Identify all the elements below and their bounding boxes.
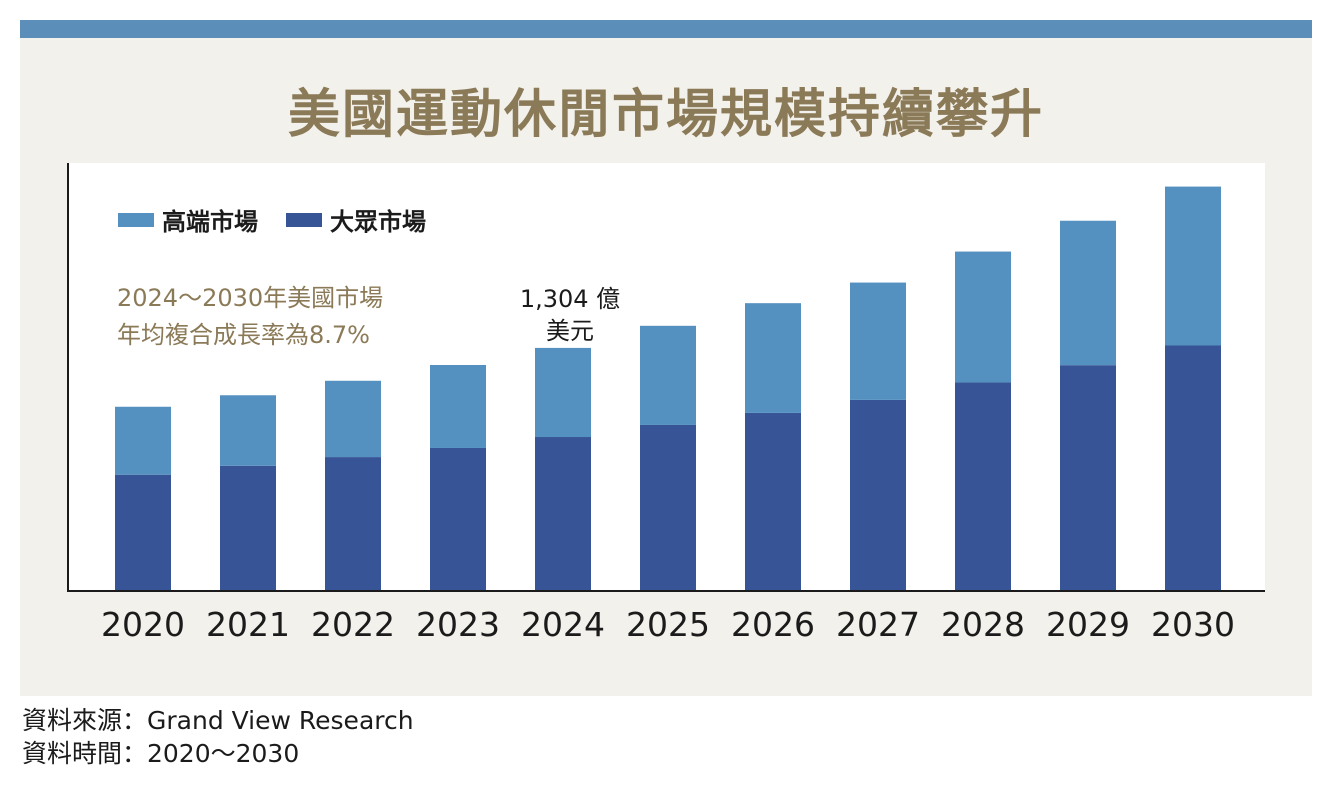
x-tick-label-2022: 2022 [311, 605, 395, 644]
source-line: 資料來源：Grand View Research [22, 706, 414, 735]
x-tick-label-2026: 2026 [731, 605, 815, 644]
x-tick-label-2020: 2020 [101, 605, 185, 644]
bar-premium-2020 [115, 406, 171, 475]
bar-premium-2030 [1165, 186, 1221, 346]
bar-premium-2025 [640, 325, 696, 425]
x-tick-label-2027: 2027 [836, 605, 920, 644]
cagr-note-line2: 年均複合成長率為8.7% [117, 321, 370, 349]
x-tick-label-2029: 2029 [1046, 605, 1130, 644]
bar-premium-2022 [325, 380, 381, 458]
x-tick-label-2024: 2024 [521, 605, 605, 644]
bar-mass-2023 [430, 447, 486, 590]
top-accent-bar [20, 20, 1312, 38]
legend-item-premium: 高端市場 [118, 202, 258, 237]
bar-mass-2027 [850, 399, 906, 590]
bar-premium-2026 [745, 303, 801, 413]
bar-mass-2025 [640, 424, 696, 590]
x-tick-label-2021: 2021 [206, 605, 290, 644]
value-callout-2024: 1,304 億 美元 [490, 283, 650, 347]
x-tick-label-2030: 2030 [1151, 605, 1235, 644]
bar-premium-2029 [1060, 220, 1116, 366]
bar-mass-2028 [955, 382, 1011, 590]
legend-label-mass: 大眾市場 [330, 208, 426, 236]
legend-swatch-mass [286, 212, 322, 227]
bar-mass-2020 [115, 474, 171, 590]
legend-swatch-premium [118, 212, 154, 227]
bar-premium-2024 [535, 347, 591, 438]
x-tick-label-2028: 2028 [941, 605, 1025, 644]
bar-mass-2022 [325, 457, 381, 590]
x-tick-label-2023: 2023 [416, 605, 500, 644]
date-range-line: 資料時間：2020～2030 [22, 739, 300, 768]
legend-item-mass: 大眾市場 [286, 202, 426, 237]
cagr-note: 2024～2030年美國市場 年均複合成長率為8.7% [117, 280, 383, 354]
bar-mass-2024 [535, 437, 591, 590]
bar-premium-2023 [430, 364, 486, 448]
bar-mass-2030 [1165, 345, 1221, 590]
callout-line1: 1,304 億 [519, 285, 621, 313]
source-note: 資料來源：Grand View Research 資料時間：2020～2030 [22, 704, 414, 770]
legend: 高端市場 大眾市場 [118, 202, 454, 237]
bar-mass-2026 [745, 412, 801, 590]
bar-premium-2028 [955, 251, 1011, 383]
bar-premium-2027 [850, 282, 906, 400]
callout-line2: 美元 [546, 317, 594, 345]
x-tick-label-2025: 2025 [626, 605, 710, 644]
bar-mass-2021 [220, 465, 276, 590]
bar-premium-2021 [220, 395, 276, 466]
legend-label-premium: 高端市場 [162, 208, 258, 236]
cagr-note-line1: 2024～2030年美國市場 [117, 284, 384, 312]
chart-title: 美國運動休閒市場規模持續攀升 [287, 85, 1044, 145]
bar-mass-2029 [1060, 365, 1116, 590]
